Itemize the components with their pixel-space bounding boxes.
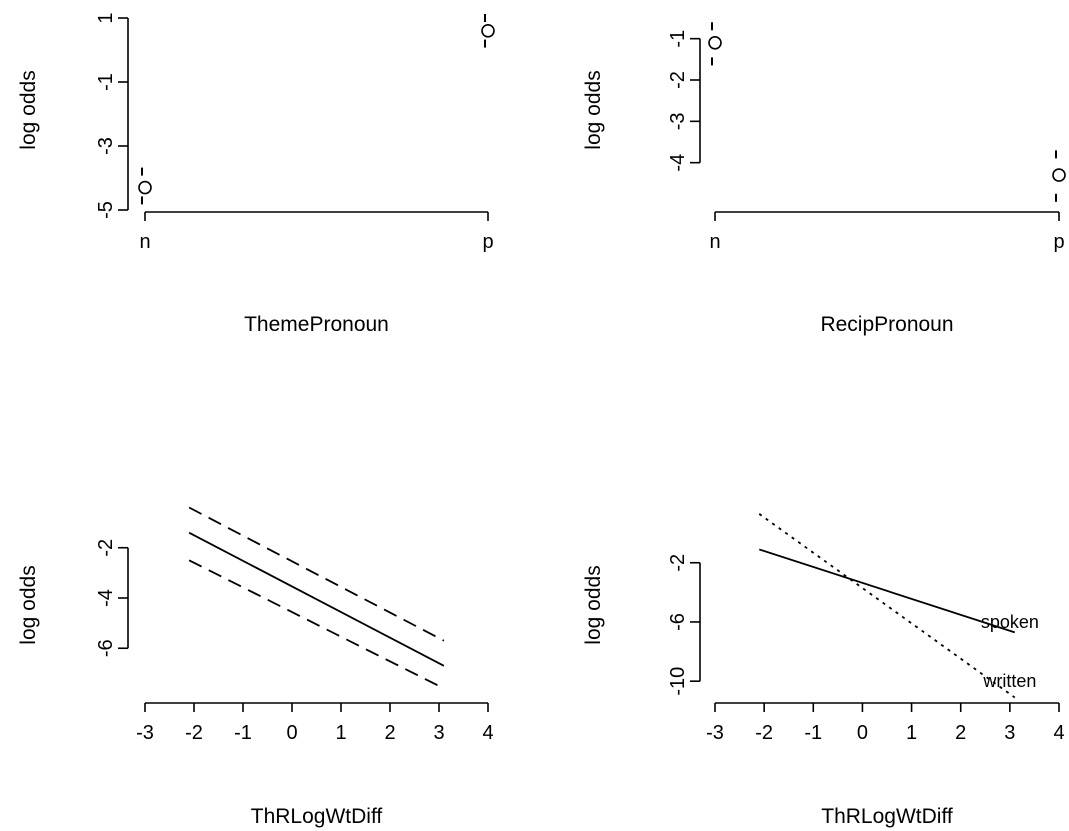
x-tick-label: 2 — [384, 722, 395, 744]
point-estimate-marker — [1052, 168, 1066, 182]
y-tick-label: -1 — [95, 73, 117, 91]
point-estimate-marker — [481, 23, 495, 38]
y-tick-label: -5 — [95, 201, 117, 219]
series-line-spoken — [758, 548, 1016, 634]
y-tick-label: -10 — [667, 667, 689, 696]
y-tick-label: -2 — [95, 539, 117, 557]
x-tick-label: p — [482, 231, 493, 253]
x-tick-label: -2 — [185, 722, 203, 744]
x-tick-label: 0 — [286, 722, 297, 744]
x-tick-label: n — [709, 231, 720, 253]
x-tick-label: -3 — [136, 722, 154, 744]
x-tick-label: -2 — [755, 722, 773, 744]
panel-theme-pronoun: 1 -1 -3 -5 n p log odds ThemePronoun — [17, 12, 495, 336]
y-tick-label: -4 — [667, 154, 689, 172]
line-label: spoken — [981, 612, 1039, 632]
x-tick-label: 1 — [906, 722, 917, 744]
y-tick-label: -4 — [95, 589, 117, 607]
confidence-band-line — [188, 559, 445, 690]
y-axis-title: log odds — [582, 565, 605, 644]
x-tick-label: 3 — [433, 722, 444, 744]
y-tick-label: -3 — [667, 112, 689, 130]
point-estimate-marker — [138, 180, 152, 195]
y-tick-label: 1 — [95, 12, 117, 23]
x-axis-title: ThemePronoun — [244, 313, 389, 336]
x-axis-title: RecipPronoun — [820, 313, 953, 336]
confidence-band-line — [188, 506, 445, 642]
y-tick-label: -2 — [667, 71, 689, 89]
y-axis-title: log odds — [582, 70, 605, 149]
x-tick-label: 4 — [1053, 722, 1064, 744]
y-tick-label: -6 — [95, 639, 117, 657]
point-estimate-marker — [708, 35, 722, 50]
x-axis-title: ThRLogWtDiff — [821, 805, 953, 828]
x-tick-label: 2 — [955, 722, 966, 744]
x-tick-label: 3 — [1004, 722, 1015, 744]
y-tick-label: -6 — [667, 613, 689, 631]
y-axis-title: log odds — [17, 70, 40, 149]
x-tick-label: p — [1053, 231, 1064, 253]
x-tick-label: -3 — [706, 722, 724, 744]
x-tick-label: -1 — [234, 722, 252, 744]
panel-thr-logwtdiff-ci: -2 -4 -6 -3 -2 -1 0 1 2 3 4 log odds ThRLogWtDiff — [17, 506, 494, 828]
x-tick-label: 0 — [857, 722, 868, 744]
x-tick-label: 4 — [482, 722, 493, 744]
x-tick-label: -1 — [804, 722, 822, 744]
y-tick-label: -3 — [95, 137, 117, 155]
y-tick-label: -1 — [667, 30, 689, 48]
y-axis-title: log odds — [17, 565, 40, 644]
fit-line — [188, 531, 445, 667]
x-axis-title: ThRLogWtDiff — [251, 805, 383, 828]
x-tick-label: n — [139, 231, 150, 253]
x-tick-label: 1 — [335, 722, 346, 744]
panel-recip-pronoun: -1 -2 -3 -4 n p log odds RecipPronoun — [582, 22, 1066, 336]
line-label: written — [982, 671, 1036, 691]
y-tick-label: -2 — [667, 554, 689, 572]
series-line-written — [758, 513, 1016, 699]
